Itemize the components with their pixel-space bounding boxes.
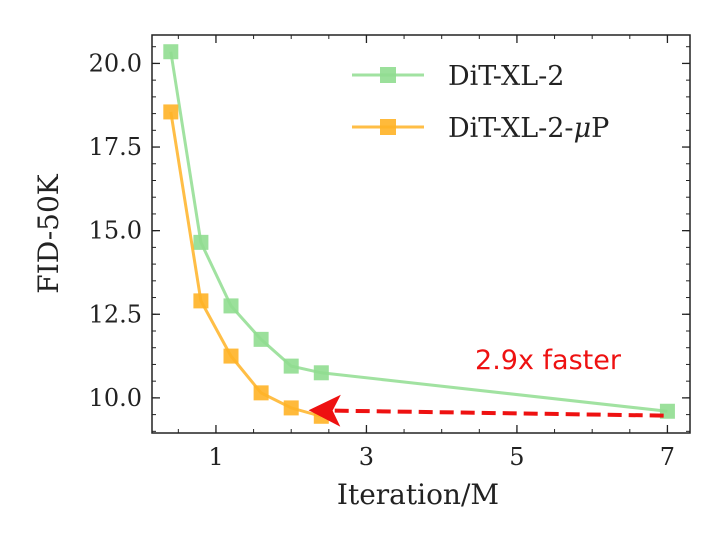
legend-label-dit: DiT-XL-2 <box>448 61 564 92</box>
y-tick-label: 17.5 <box>89 133 142 161</box>
legend-marker-dit-mup <box>380 119 396 135</box>
x-tick-label: 1 <box>208 443 223 471</box>
legend-label-dit-mup-suffix: P <box>591 113 609 144</box>
annotation-arrow <box>308 394 664 427</box>
legend-label-dit-mup-mu: μ <box>574 113 592 144</box>
legend-marker-dit <box>380 67 396 83</box>
data-point <box>283 400 299 416</box>
data-point <box>283 358 299 374</box>
data-point <box>193 234 209 250</box>
data-point <box>163 104 179 120</box>
y-tick-label: 10.0 <box>89 384 142 412</box>
plot-area <box>151 34 691 434</box>
y-tick-label: 20.0 <box>89 49 142 77</box>
x-axis-label: Iteration/M <box>337 478 499 511</box>
y-tick-label: 12.5 <box>89 300 142 328</box>
x-tick-label: 5 <box>509 443 524 471</box>
y-tick-label: 15.0 <box>89 217 142 245</box>
legend: DiT-XL-2 DiT-XL-2-μP <box>352 61 609 144</box>
data-point <box>313 408 329 424</box>
data-point <box>223 298 239 314</box>
legend-label-dit-mup: DiT-XL-2-μP <box>448 113 609 144</box>
data-point <box>659 403 675 419</box>
annotation-text: 2.9x faster <box>475 345 622 376</box>
data-point <box>163 44 179 60</box>
x-tick-label: 7 <box>660 443 675 471</box>
data-point <box>313 365 329 381</box>
data-point <box>253 385 269 401</box>
data-point <box>193 293 209 309</box>
annotation: 2.9x faster <box>308 345 664 427</box>
x-tick-label: 3 <box>359 443 374 471</box>
y-axis-label: FID-50K <box>32 173 65 294</box>
legend-label-dit-mup-prefix: DiT-XL-2- <box>448 113 574 144</box>
data-point <box>253 331 269 347</box>
axis-ticks: 1 3 5 7 10.0 12.5 15.0 17.5 20.0 <box>89 35 690 471</box>
data-point <box>223 348 239 364</box>
